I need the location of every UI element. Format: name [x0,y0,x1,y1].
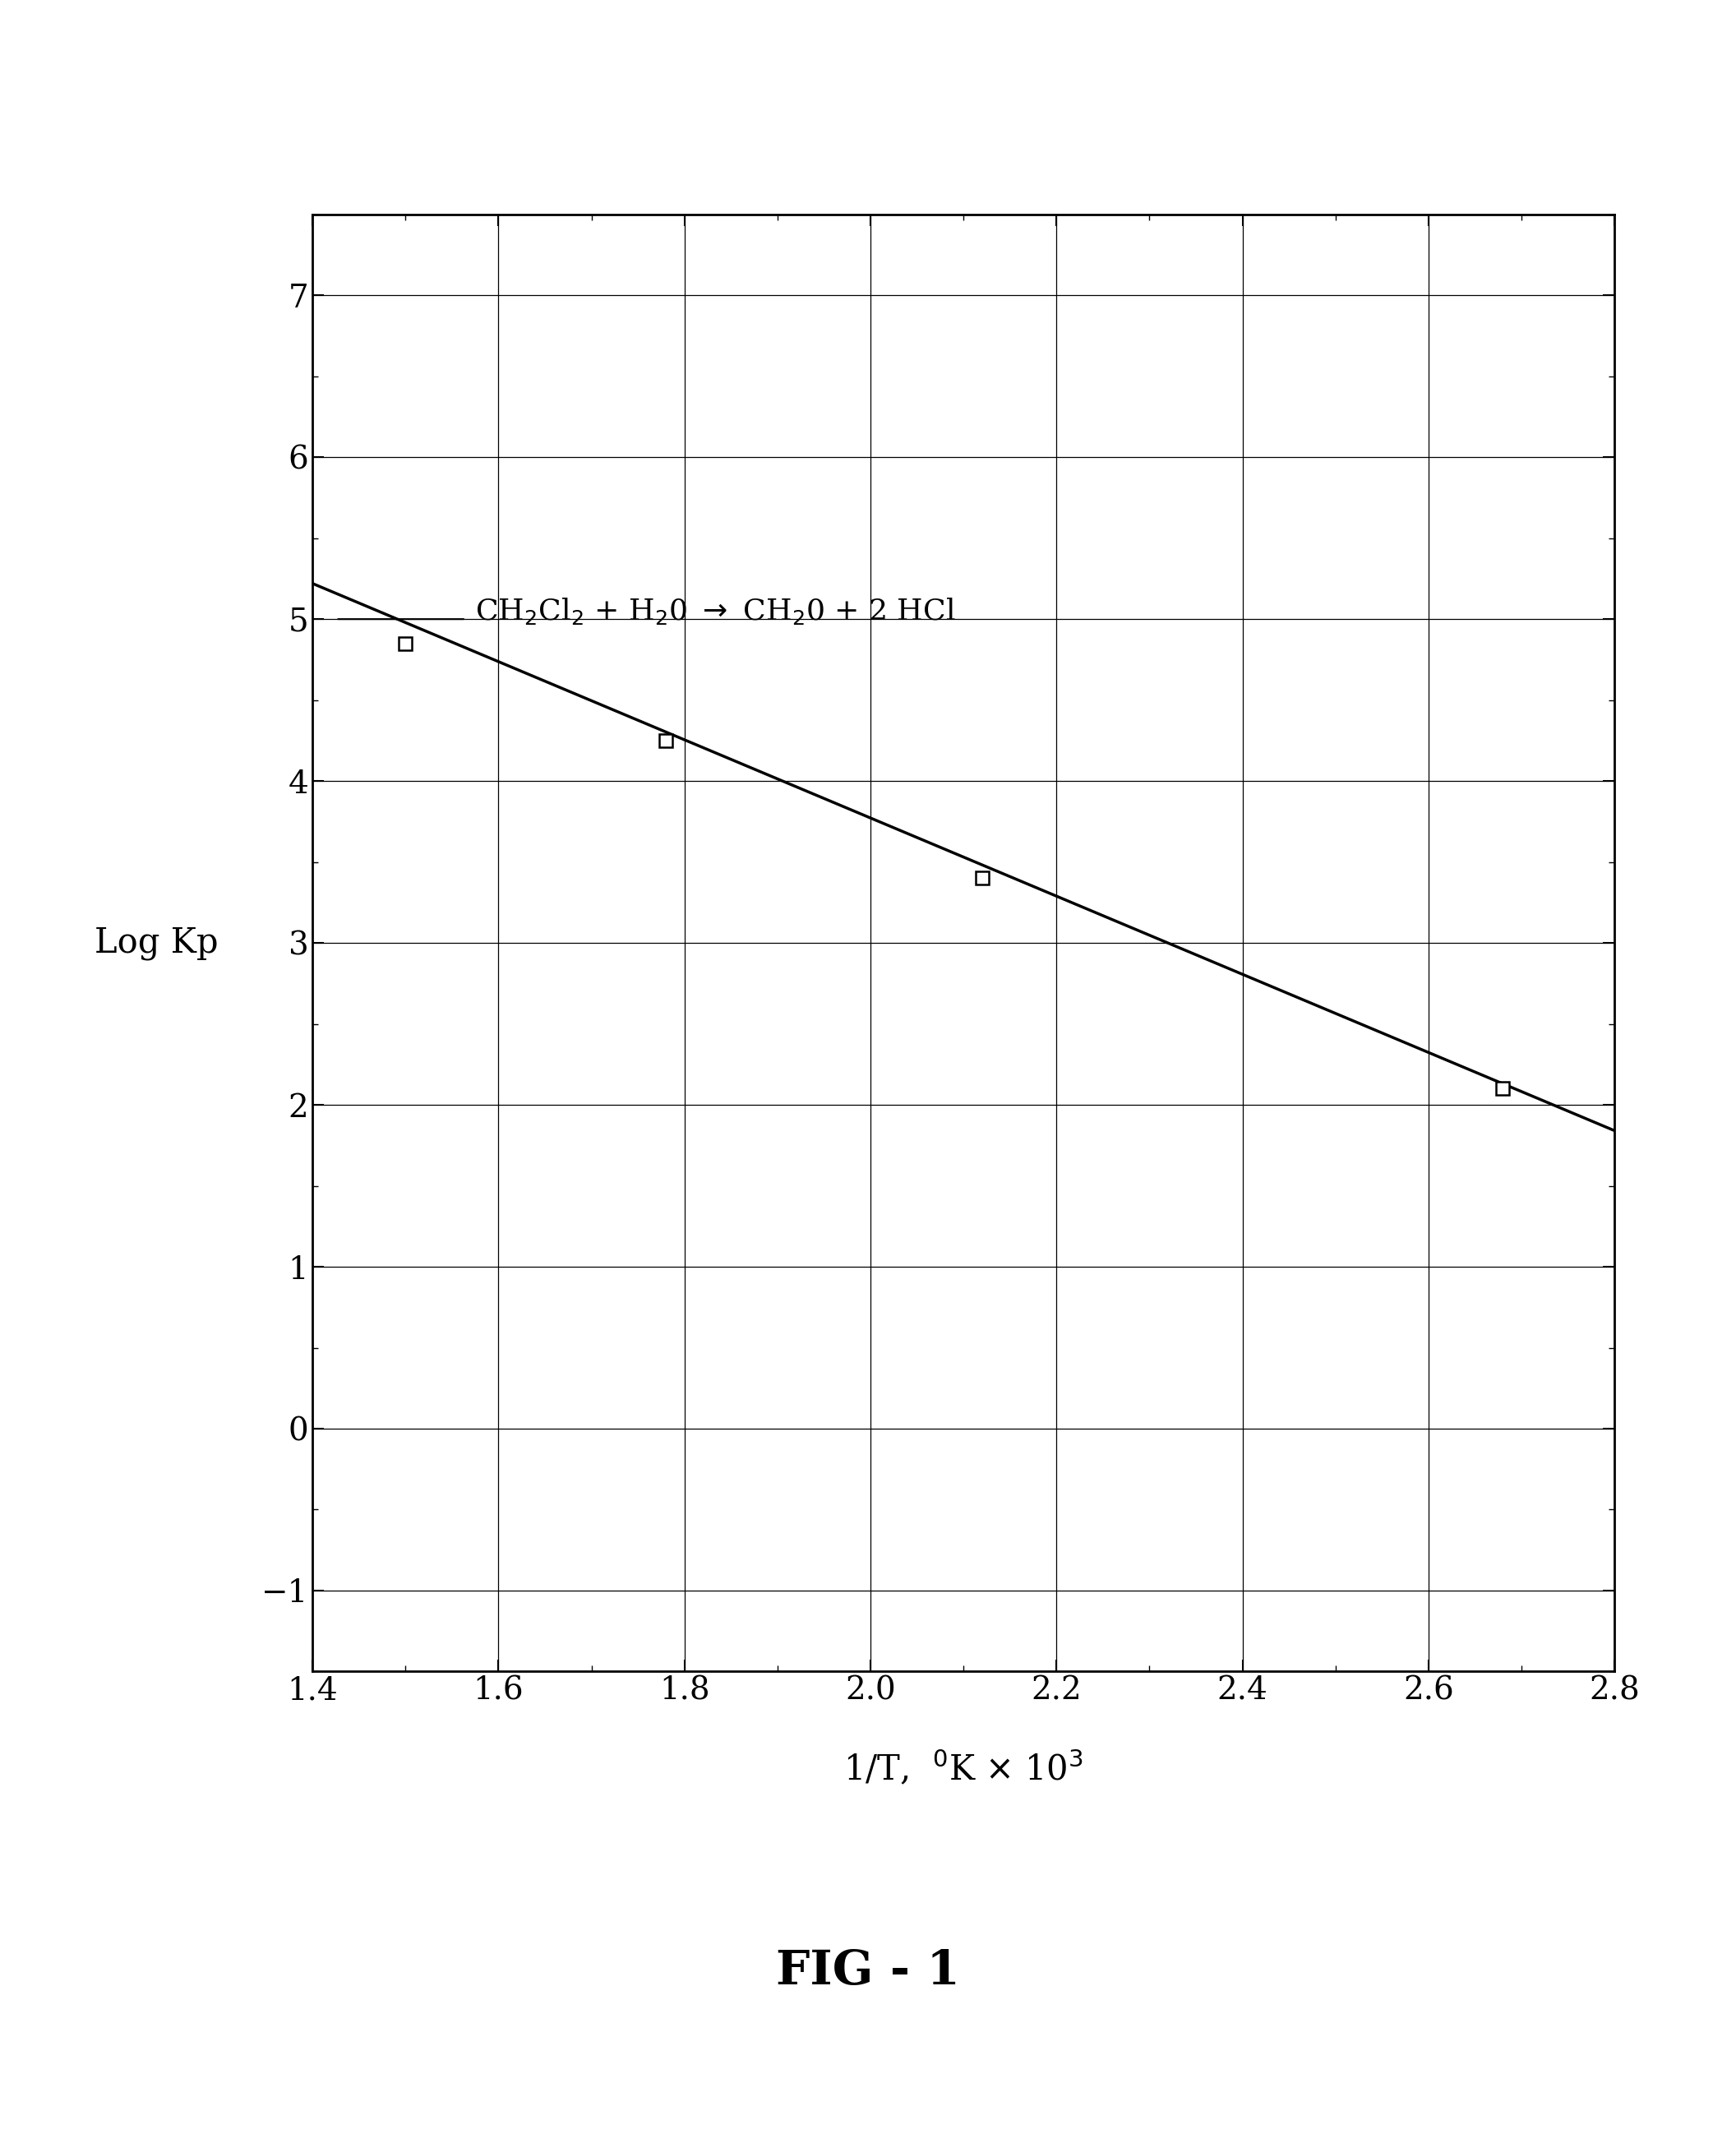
Text: 1/T,  $^0$K $\times$ 10$^3$: 1/T, $^0$K $\times$ 10$^3$ [844,1749,1083,1787]
Text: Log Kp: Log Kp [94,926,219,960]
Text: CH$_2$Cl$_2$ + H$_2$0 $\rightarrow$ CH$_2$0 + 2 HCl: CH$_2$Cl$_2$ + H$_2$0 $\rightarrow$ CH$_… [476,596,957,626]
Text: FIG - 1: FIG - 1 [776,1948,960,1995]
